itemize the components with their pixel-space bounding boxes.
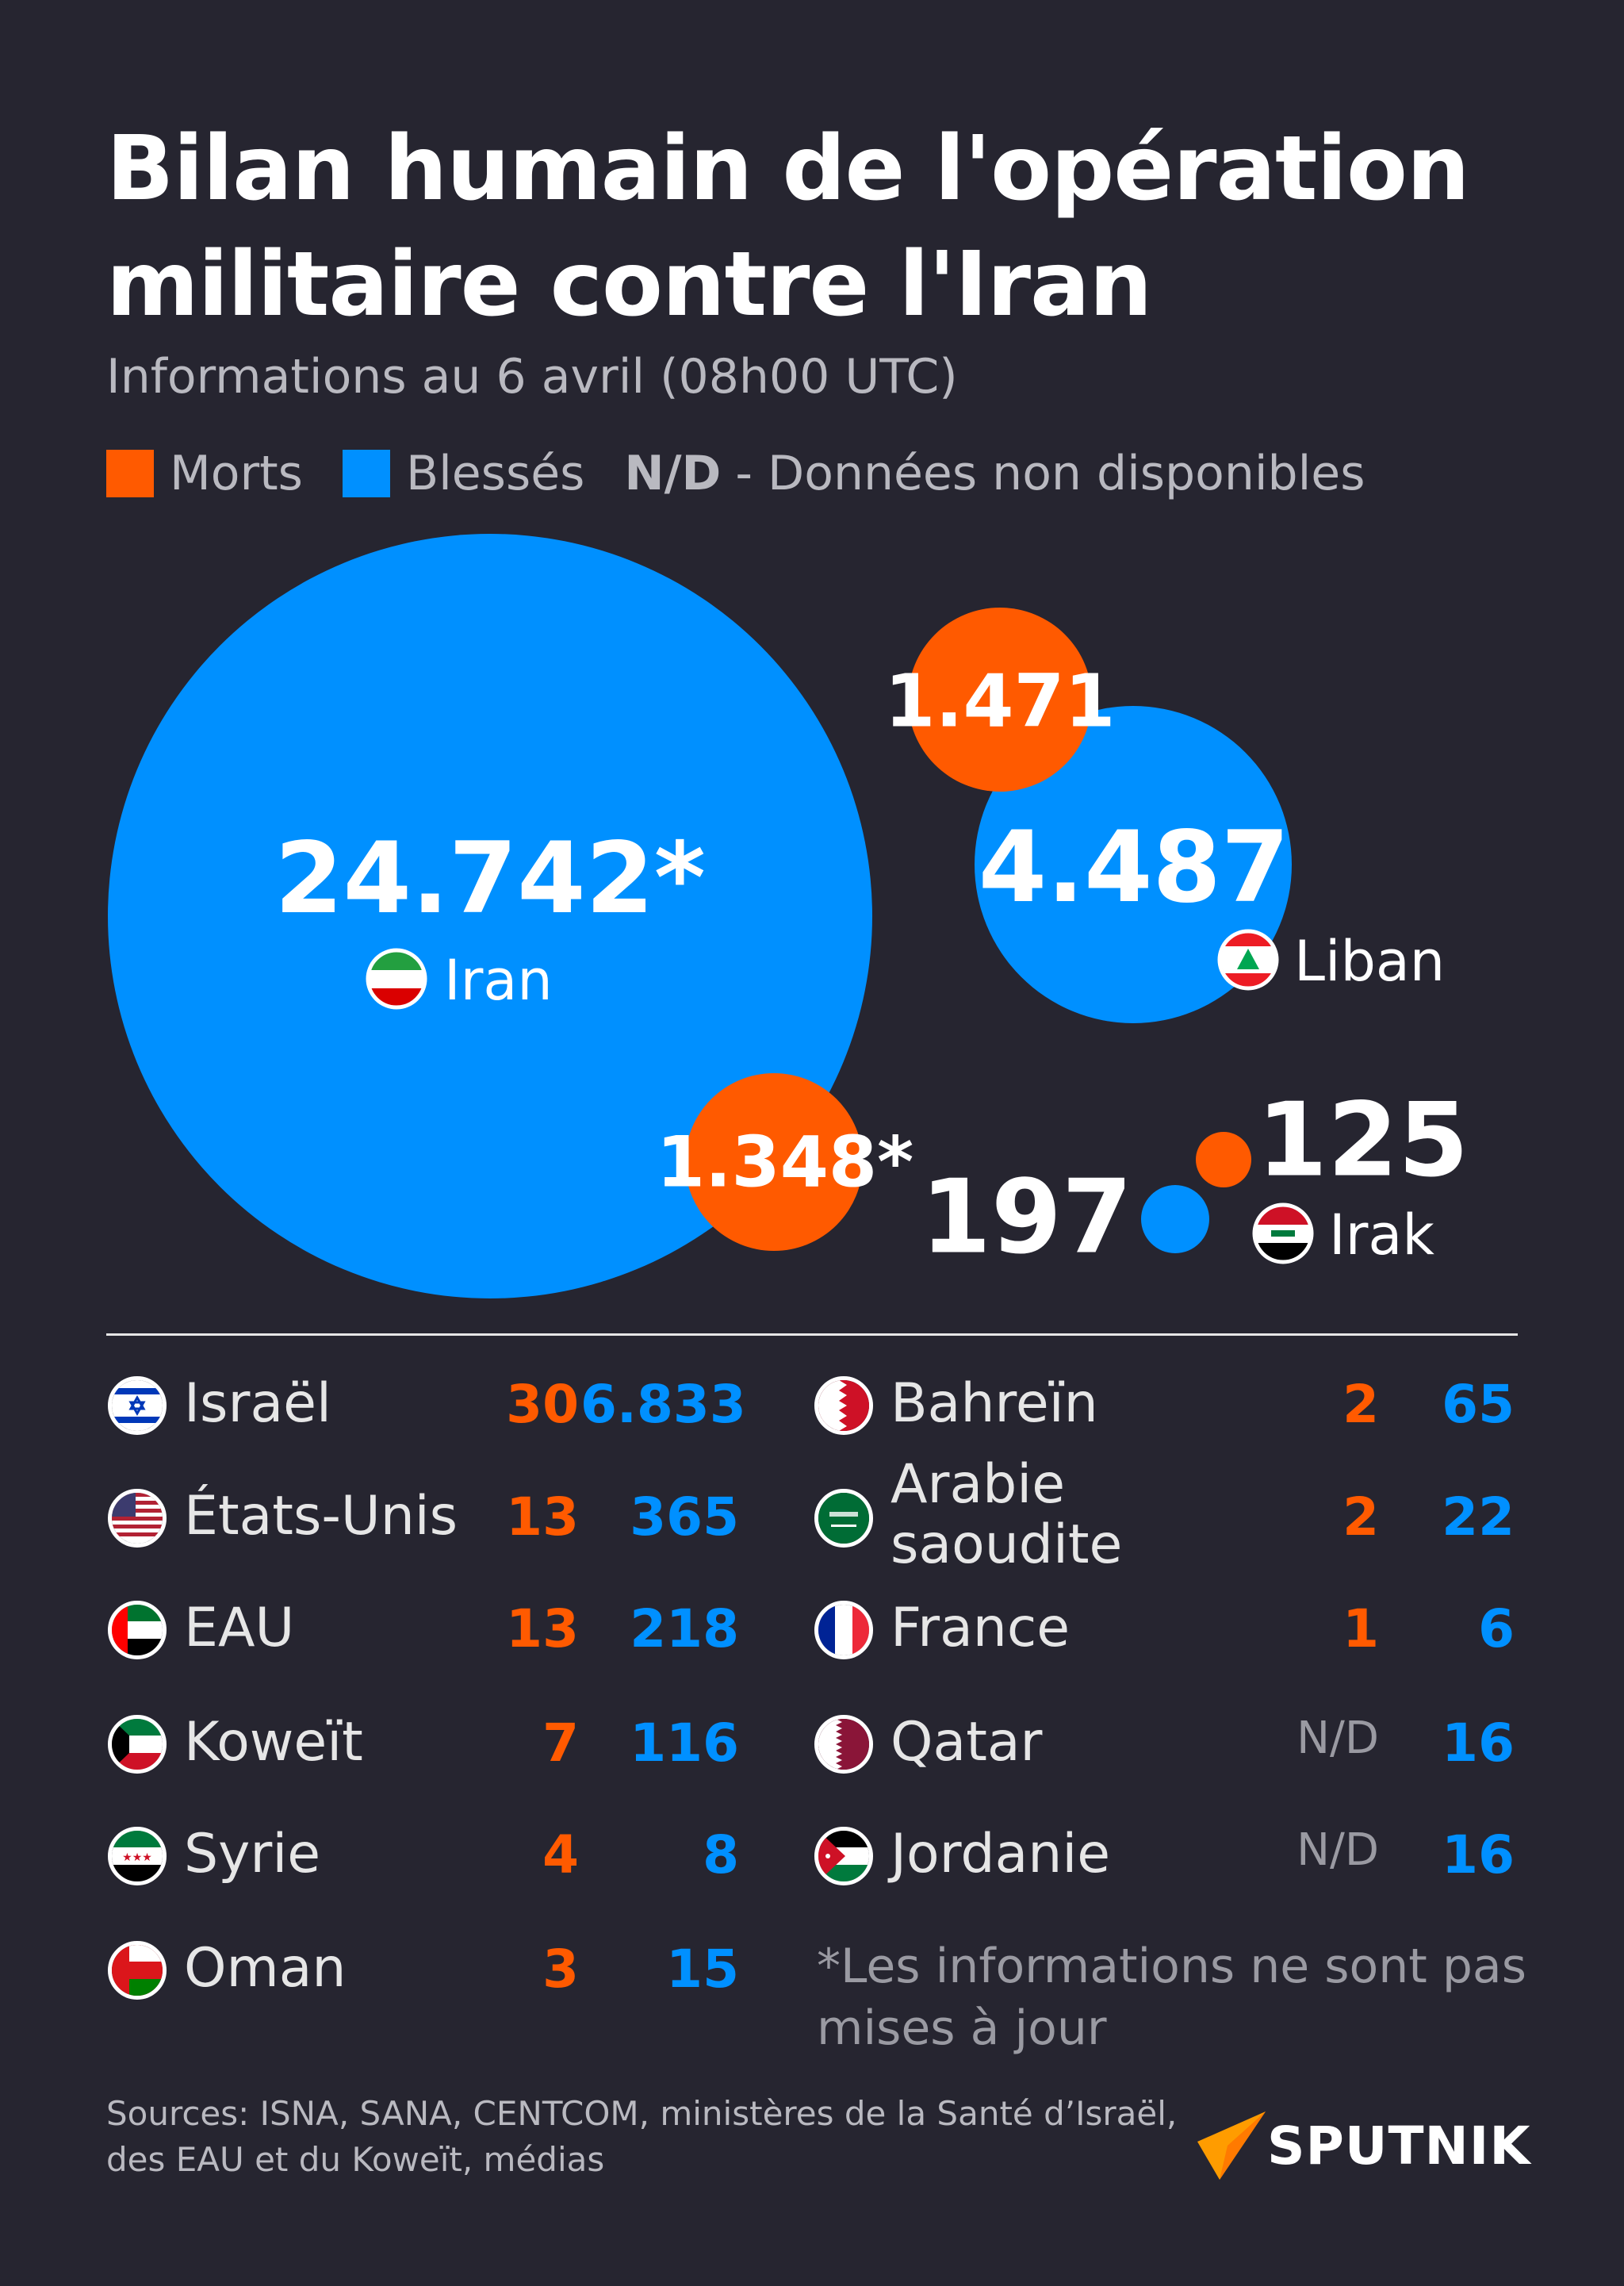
saudi-flag-icon [814, 1489, 873, 1548]
deaths-value: 13 [506, 1598, 579, 1659]
country-name: Bahreïn [891, 1372, 1098, 1435]
deaths-value: 3 [542, 1939, 579, 2000]
irak-injured-bubble [1141, 1185, 1209, 1253]
legend-deaths-label: Morts [170, 446, 303, 501]
country-name: Qatar [891, 1711, 1043, 1774]
injured-value: 6.833 [580, 1374, 746, 1435]
irak-injured-label: 197 [921, 1159, 1132, 1277]
irak-deaths-label: 125 [1257, 1082, 1469, 1200]
country-name: EAU [184, 1597, 295, 1659]
svg-text:★★★: ★★★ [122, 1851, 152, 1864]
subtitle: Informations au 6 avril (08h00 UTC) [106, 349, 958, 405]
legend-injured-label: Blessés [405, 446, 585, 501]
kuwait-flag-icon [108, 1715, 167, 1774]
lebanon-flag-icon [1217, 929, 1279, 991]
legend: Morts Blessés N/D - Données non disponib… [106, 446, 1365, 501]
liban-deaths-bubble [908, 608, 1092, 792]
deaths-value: 4 [542, 1824, 579, 1885]
iran-flag-icon [366, 948, 427, 1010]
deaths-value: N/D [1297, 1713, 1379, 1764]
deaths-value: 7 [542, 1713, 579, 1774]
footnote: *Les informations ne sont pas mises à jo… [817, 1939, 1526, 2056]
injured-value: 365 [630, 1486, 739, 1548]
country-name: Oman [184, 1937, 347, 2000]
liban-deaths-label: 1.471 [884, 659, 1115, 744]
usa-flag-icon [108, 1489, 167, 1548]
page-title: Bilan humain de l'opération militaire co… [106, 117, 1470, 336]
injured-value: 16 [1442, 1713, 1515, 1774]
oman-flag-icon [108, 1941, 167, 2000]
deaths-value: 30 [506, 1374, 579, 1435]
irak-deaths-bubble [1196, 1132, 1251, 1187]
iran-injured-bubble [108, 534, 872, 1298]
injured-value: 218 [630, 1598, 739, 1659]
sputnik-logo: SPUTNIK [1196, 2110, 1530, 2181]
injured-value: 22 [1442, 1486, 1515, 1548]
syria-flag-icon: ★★★ [108, 1827, 167, 1885]
deaths-value: 13 [506, 1486, 579, 1548]
bubble-chart: 24.742* 1.348* 4.487 1.471 125 197 Iran … [108, 534, 1469, 1298]
france-flag-icon [814, 1601, 873, 1659]
injured-value: 116 [630, 1713, 739, 1774]
country-name: Arabie saoudite [891, 1453, 1123, 1576]
iran-country-label: Iran [444, 948, 553, 1013]
irak-country-label: Irak [1329, 1202, 1434, 1268]
iran-deaths-bubble [685, 1073, 863, 1251]
deaths-value: 2 [1342, 1374, 1379, 1435]
liban-injured-bubble [975, 706, 1292, 1023]
country-name: Israël [184, 1372, 331, 1435]
bahrain-flag-icon [814, 1376, 873, 1435]
country-name: France [891, 1597, 1071, 1659]
injured-value: 65 [1442, 1374, 1515, 1435]
country-name: Jordanie [891, 1823, 1111, 1885]
sputnik-logo-icon [1197, 2111, 1266, 2180]
deaths-value: 1 [1342, 1598, 1379, 1659]
iraq-flag-icon [1252, 1202, 1314, 1264]
country-name: Koweït [184, 1711, 363, 1774]
iran-injured-label: 24.742* [274, 822, 705, 936]
legend-injured-swatch [342, 450, 390, 497]
injured-value: 8 [703, 1824, 739, 1885]
injured-value: 6 [1478, 1598, 1515, 1659]
country-name: États-Unis [184, 1485, 458, 1548]
uae-flag-icon [108, 1601, 167, 1659]
legend-nd-text: - Données non disponibles [735, 446, 1365, 501]
country-name: Syrie [184, 1823, 321, 1885]
divider [106, 1333, 1518, 1336]
israel-flag-icon [108, 1376, 167, 1435]
deaths-value: 2 [1342, 1486, 1379, 1548]
iran-deaths-label: 1.348* [657, 1122, 914, 1203]
sources: Sources: ISNA, SANA, CENTCOM, ministères… [106, 2094, 1178, 2179]
qatar-flag-icon [814, 1715, 873, 1774]
liban-injured-label: 4.487 [979, 811, 1289, 925]
jordan-flag-icon [814, 1827, 873, 1885]
deaths-value: N/D [1297, 1824, 1379, 1876]
legend-deaths-swatch [106, 450, 154, 497]
injured-value: 15 [666, 1939, 739, 2000]
liban-country-label: Liban [1294, 929, 1445, 994]
brand-name: SPUTNIK [1267, 2115, 1531, 2177]
injured-value: 16 [1442, 1824, 1515, 1885]
legend-nd-abbr: N/D [624, 446, 722, 501]
